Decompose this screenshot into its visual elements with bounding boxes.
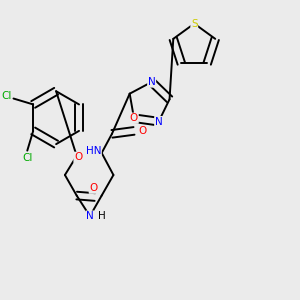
- Text: HN: HN: [86, 146, 101, 157]
- Text: H: H: [98, 211, 106, 221]
- Text: Cl: Cl: [1, 91, 11, 100]
- Text: N: N: [155, 117, 163, 127]
- Text: N: N: [148, 77, 155, 87]
- Text: S: S: [191, 19, 198, 28]
- Text: O: O: [130, 113, 138, 123]
- Text: Cl: Cl: [22, 153, 32, 163]
- Text: O: O: [139, 126, 147, 136]
- Text: O: O: [89, 183, 98, 193]
- Text: O: O: [74, 152, 82, 162]
- Text: N: N: [86, 211, 94, 221]
